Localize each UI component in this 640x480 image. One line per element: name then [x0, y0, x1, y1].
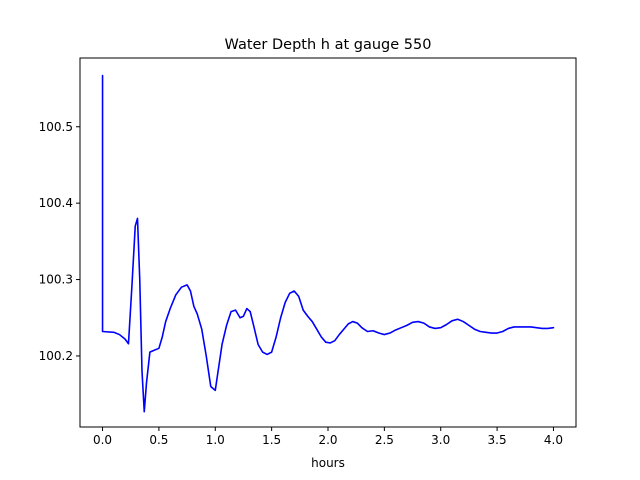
x-tick-label: 4.0 [544, 433, 563, 447]
series-line [101, 74, 555, 413]
x-tick-label: 3.0 [431, 433, 450, 447]
x-tick-label: 3.5 [488, 433, 507, 447]
y-tick-label: 100.2 [39, 349, 73, 363]
x-tick-label: 2.5 [375, 433, 394, 447]
y-axis: 100.2 100.3 100.4 100.5 [39, 120, 80, 363]
x-tick-label: 2.0 [318, 433, 337, 447]
chart-title: Water Depth h at gauge 550 [225, 37, 432, 53]
plot-area [101, 74, 555, 413]
x-axis-label: hours [311, 456, 345, 470]
x-tick-label: 0.0 [93, 433, 112, 447]
x-tick-label: 0.5 [149, 433, 168, 447]
x-tick-label: 1.5 [262, 433, 281, 447]
y-tick-label: 100.3 [39, 273, 73, 287]
x-tick-label: 1.0 [206, 433, 225, 447]
y-tick-label: 100.4 [39, 196, 73, 210]
x-axis: 0.0 0.5 1.0 1.5 2.0 2.5 3.0 3.5 4.0 [93, 427, 563, 447]
y-tick-label: 100.5 [39, 120, 73, 134]
